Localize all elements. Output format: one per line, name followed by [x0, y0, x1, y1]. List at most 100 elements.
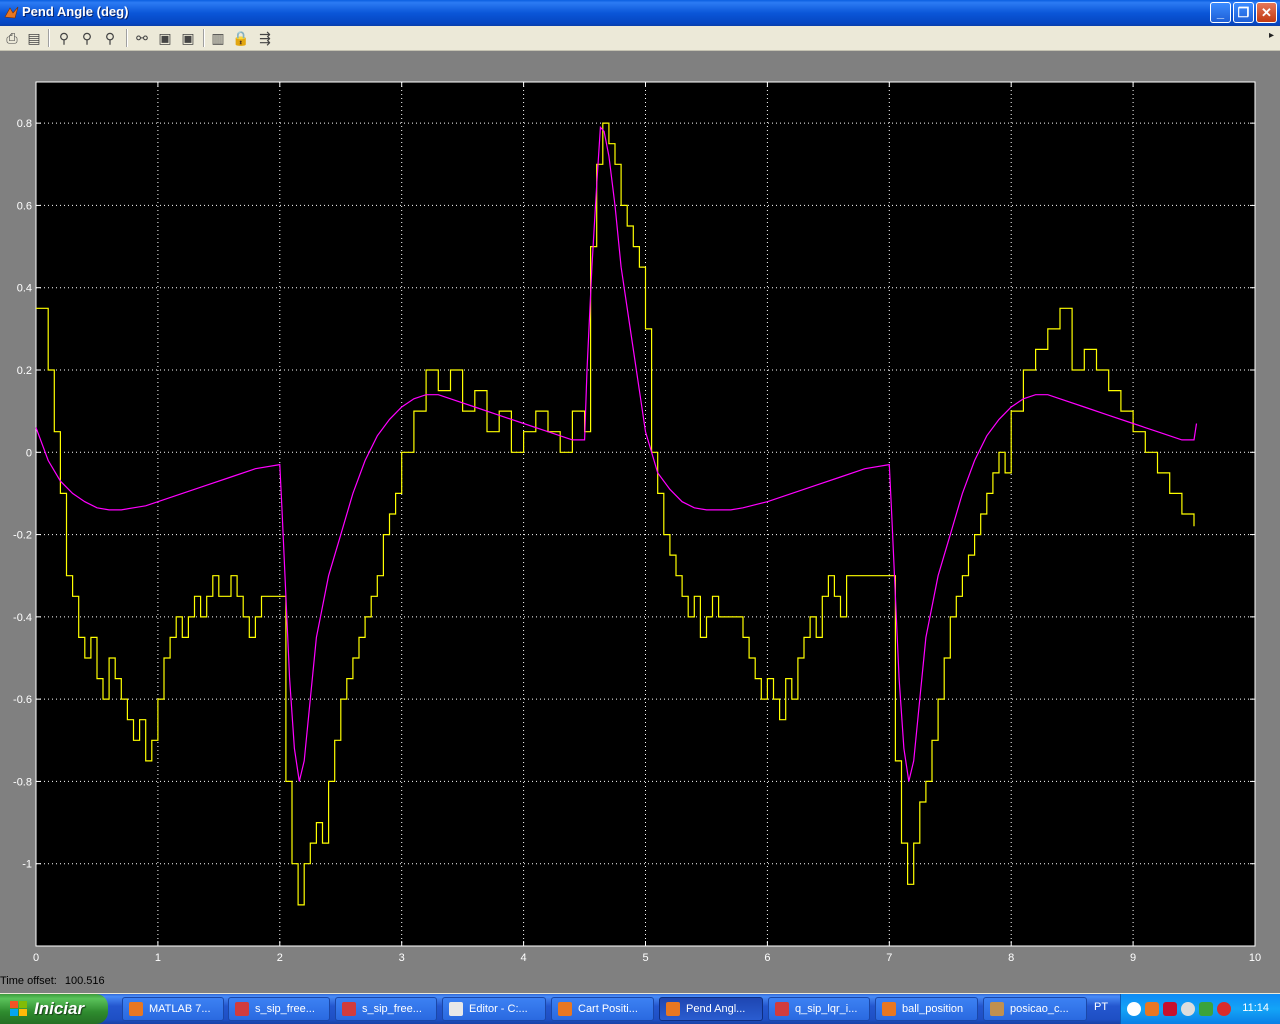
x-tick-label: 4: [521, 952, 527, 964]
float-button[interactable]: ▥: [208, 28, 228, 48]
taskbar-task[interactable]: q_sip_lqr_i...: [768, 997, 870, 1021]
x-tick-label: 1: [155, 952, 161, 964]
x-tick-label: 7: [886, 952, 892, 964]
toolbar-separator: [203, 29, 205, 47]
y-tick-label: 0.4: [17, 283, 32, 295]
y-tick-label: 0: [26, 447, 32, 459]
window-title: Pend Angle (deg): [22, 4, 129, 19]
task-app-icon: [449, 1002, 463, 1016]
time-offset-label: Time offset:: [0, 975, 57, 987]
start-button[interactable]: Iniciar: [0, 994, 108, 1024]
y-tick-label: 0.6: [17, 200, 32, 212]
save-axes-icon: ▣: [158, 30, 172, 46]
windows-taskbar: Iniciar MATLAB 7... s_sip_free... s_sip_fr…: [0, 994, 1280, 1024]
tray-security-icon[interactable]: [1217, 1002, 1231, 1016]
maximize-button[interactable]: ❐: [1233, 2, 1254, 23]
tray-expand-icon[interactable]: [1127, 1002, 1141, 1016]
taskbar-task[interactable]: Editor - C:...: [442, 997, 546, 1021]
x-tick-label: 9: [1130, 952, 1136, 964]
signal-selection-icon: ⇶: [259, 30, 271, 46]
task-label: Pend Angl...: [686, 1003, 746, 1015]
close-button[interactable]: ✕: [1256, 2, 1277, 23]
tray-search-icon[interactable]: [1181, 1002, 1195, 1016]
windows-logo-icon: [10, 1001, 27, 1016]
task-app-icon: [882, 1002, 896, 1016]
y-tick-label: -0.2: [13, 530, 32, 542]
series-line-magenta: [35, 125, 1198, 782]
zoom-y-button[interactable]: ⚲: [100, 28, 120, 48]
y-tick-label: 0.8: [17, 118, 32, 130]
zoom-x-button[interactable]: ⚲: [77, 28, 97, 48]
tick-labels: 0 1 2 3 4 5 6 7 8 9 10 -1 -0.8 -0.6 -0.4 -0.2 0 0.2 0.4 0.6…: [13, 118, 1261, 964]
restore-axes-button[interactable]: ▣: [178, 28, 198, 48]
toolbar-separator: [126, 29, 128, 47]
system-tray: 11:14: [1120, 994, 1280, 1024]
float-icon: ▥: [211, 30, 225, 46]
series-lines: [35, 122, 1198, 906]
task-app-icon: [235, 1002, 249, 1016]
lock-button[interactable]: 🔒: [231, 28, 251, 48]
task-app-icon: [990, 1002, 1004, 1016]
y-tick-label: -0.6: [13, 694, 32, 706]
taskbar-task[interactable]: posicao_c...: [983, 997, 1087, 1021]
parameters-icon: ▤: [27, 30, 41, 46]
autoscale-button[interactable]: ⚯: [132, 28, 152, 48]
taskbar-task[interactable]: s_sip_free...: [228, 997, 330, 1021]
task-app-icon: [775, 1002, 789, 1016]
toolbar-separator: [48, 29, 50, 47]
restore-axes-icon: ▣: [181, 30, 195, 46]
x-tick-label: 3: [399, 952, 405, 964]
task-app-icon: [558, 1002, 572, 1016]
x-tick-label: 5: [642, 952, 648, 964]
toolbar-overflow-icon[interactable]: ▸: [1268, 30, 1274, 41]
signal-selection-button[interactable]: ⇶: [255, 28, 275, 48]
x-tick-label: 6: [764, 952, 770, 964]
task-label: Editor - C:...: [469, 1003, 528, 1015]
y-tick-label: 0.2: [17, 365, 32, 377]
window-titlebar: Pend Angle (deg) _ ❐ ✕: [0, 0, 1280, 26]
task-label: Cart Positi...: [578, 1003, 638, 1015]
x-tick-label: 10: [1249, 952, 1261, 964]
taskbar-clock: 11:14: [1242, 1002, 1269, 1014]
task-app-icon: [342, 1002, 356, 1016]
zoom-x-icon: ⚲: [81, 30, 93, 46]
matlab-icon: [4, 6, 19, 19]
tray-app-icon[interactable]: [1145, 1002, 1159, 1016]
taskbar-task[interactable]: s_sip_free...: [335, 997, 437, 1021]
y-tick-label: -0.4: [13, 612, 32, 624]
minimize-button[interactable]: _: [1210, 2, 1231, 23]
scope-toolbar: ⎙ ▤ ⚲ ⚲ ⚲ ⚯ ▣ ▣ ▥ 🔒 ⇶ ▸: [0, 26, 1280, 51]
tray-network-icon[interactable]: [1199, 1002, 1213, 1016]
language-indicator[interactable]: PT: [1094, 1001, 1109, 1013]
task-label: posicao_c...: [1010, 1003, 1069, 1015]
task-label: ball_position: [902, 1003, 964, 1015]
taskbar-task[interactable]: Cart Positi...: [551, 997, 654, 1021]
task-app-icon: [129, 1002, 143, 1016]
parameters-button[interactable]: ▤: [24, 28, 44, 48]
print-button[interactable]: ⎙: [2, 28, 22, 48]
x-tick-label: 0: [33, 952, 39, 964]
time-offset-value: 100.516: [64, 975, 105, 987]
taskbar-task[interactable]: Pend Angl...: [659, 997, 763, 1021]
scope-figure: 0 1 2 3 4 5 6 7 8 9 10 -1 -0.8 -0.6 -0.4 -0.2 0 0.2 0.4 0.6…: [0, 51, 1280, 993]
x-tick-label: 2: [277, 952, 283, 964]
task-label: MATLAB 7...: [149, 1003, 211, 1015]
task-label: q_sip_lqr_i...: [795, 1003, 858, 1015]
lock-icon: 🔒: [232, 30, 250, 46]
pend-angle-plot[interactable]: 0 1 2 3 4 5 6 7 8 9 10 -1 -0.8 -0.6 -0.4 -0.2 0 0.2 0.4 0.6…: [0, 51, 1280, 993]
zoom-button[interactable]: ⚲: [54, 28, 74, 48]
task-label: s_sip_free...: [255, 1003, 315, 1015]
series-line-yellow: [36, 122, 1195, 906]
start-label: Iniciar: [34, 999, 85, 1018]
x-tick-label: 8: [1008, 952, 1014, 964]
task-label: s_sip_free...: [362, 1003, 422, 1015]
task-app-icon: [666, 1002, 680, 1016]
save-axes-button[interactable]: ▣: [155, 28, 175, 48]
taskbar-task[interactable]: MATLAB 7...: [122, 997, 224, 1021]
autoscale-icon: ⚯: [136, 30, 148, 46]
tray-antivirus-icon[interactable]: [1163, 1002, 1177, 1016]
time-offset: Time offset: 100.516: [0, 975, 105, 987]
print-icon: ⎙: [6, 30, 18, 46]
y-tick-label: -1: [22, 859, 32, 871]
taskbar-task[interactable]: ball_position: [875, 997, 978, 1021]
